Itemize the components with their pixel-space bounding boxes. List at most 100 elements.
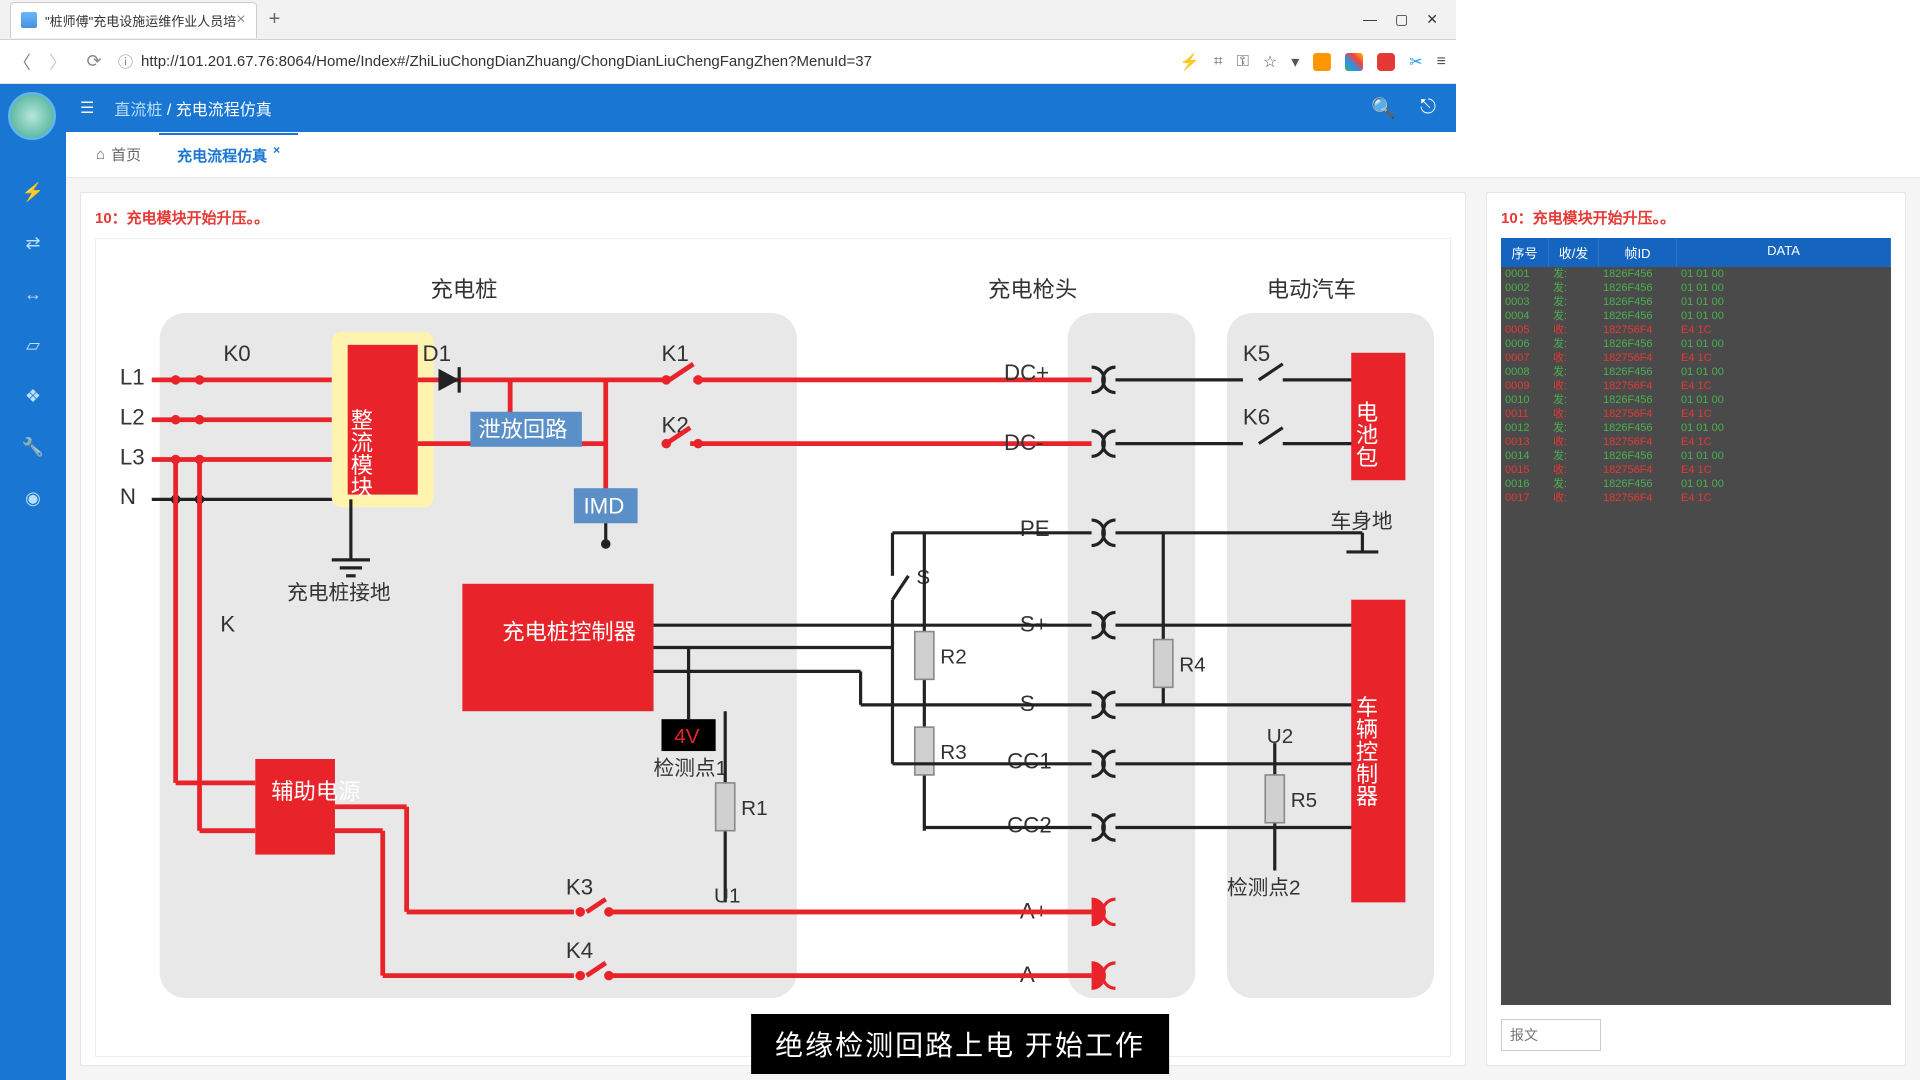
svg-text:L3: L3 (120, 444, 145, 469)
data-row: 0009收:182756F4E4 1C (1501, 379, 1891, 393)
nav-cubes-icon[interactable]: ❖ (25, 386, 41, 407)
tab-home[interactable]: ⌂ 首页 (78, 134, 159, 175)
diagram-panel: 10：充电模块开始升压。。 充电桩 充电枪头 电动汽车 L1 L2 L3 N (80, 192, 1466, 1066)
data-row: 0001发:1826F45601 01 00 (1501, 267, 1891, 281)
data-panel: 10：充电模块开始升压。。 序号 收/发 帧ID DATA 0001发:1826… (1486, 192, 1906, 1066)
svg-text:U1: U1 (714, 884, 740, 907)
nav-arrow-icon[interactable]: ↔ (24, 284, 42, 305)
svg-text:R3: R3 (940, 741, 966, 764)
site-info-icon[interactable]: ⓘ (118, 51, 133, 72)
data-table-header: 序号 收/发 帧ID DATA (1501, 238, 1891, 267)
svg-text:K0: K0 (223, 341, 250, 366)
browser-tab-strip: "桩师傅"充电设施运维作业人员培 × + — ▢ ✕ (0, 0, 1456, 40)
nav-bolt-icon[interactable]: ⚡ (22, 182, 44, 203)
svg-text:充电桩接地: 充电桩接地 (287, 582, 390, 605)
side-nav: ⚡ ⇄ ↔ ▱ ❖ 🔧 ◉ (0, 132, 66, 1080)
data-row: 0012发:1826F45601 01 00 (1501, 421, 1891, 435)
svg-text:4V: 4V (674, 725, 700, 748)
svg-text:K3: K3 (566, 874, 593, 899)
svg-text:充电桩控制器: 充电桩控制器 (502, 620, 636, 645)
url-text: http://101.201.67.76:8064/Home/Index#/Zh… (141, 53, 872, 70)
subtitle-caption: 绝缘检测回路上电 开始工作 (751, 1014, 1169, 1074)
sidebar-toggle-icon[interactable]: ☰ (80, 98, 94, 118)
close-icon[interactable]: × (236, 11, 245, 29)
reload-button[interactable]: ⟳ (82, 51, 106, 72)
home-icon: ⌂ (96, 146, 105, 163)
svg-text:CC1: CC1 (1007, 749, 1052, 774)
svg-text:K: K (220, 612, 235, 637)
svg-text:泄放回路: 泄放回路 (478, 417, 567, 442)
svg-text:检测点2: 检测点2 (1227, 876, 1301, 899)
svg-text:DC+: DC+ (1004, 360, 1049, 385)
maximize-icon[interactable]: ▢ (1395, 11, 1408, 28)
tab-title: "桩师傅"充电设施运维作业人员培 (45, 11, 236, 30)
url-field[interactable]: ⓘ http://101.201.67.76:8064/Home/Index#/… (118, 51, 1168, 72)
main-area: ⌂ 首页 充电流程仿真 × 10：充电模块开始升压。。 充电桩 充电枪头 电动汽… (66, 132, 1920, 1080)
svg-text:K5: K5 (1243, 341, 1270, 366)
nav-dashboard-icon[interactable]: ◉ (25, 488, 41, 509)
nav-wrench-icon[interactable]: 🔧 (22, 437, 44, 458)
data-row: 0005收:182756F4E4 1C (1501, 323, 1891, 337)
svg-text:电动汽车: 电动汽车 (1267, 277, 1356, 302)
svg-text:U2: U2 (1267, 725, 1293, 748)
svg-text:DC-: DC- (1004, 430, 1044, 455)
menu-icon[interactable]: ≡ (1437, 53, 1446, 71)
ext-pdf-icon[interactable] (1377, 53, 1395, 71)
ext-scissors-icon[interactable]: ✂ (1409, 52, 1422, 72)
chevron-down-icon[interactable]: ▾ (1291, 52, 1299, 72)
crumb-root[interactable]: 直流桩 (114, 102, 162, 119)
nav-road-icon[interactable]: ▱ (26, 335, 40, 356)
qr-icon[interactable]: ⌗ (1214, 53, 1223, 71)
data-row: 0002发:1826F45601 01 00 (1501, 281, 1891, 295)
message-input[interactable] (1501, 1019, 1601, 1051)
data-row: 0015收:182756F4E4 1C (1501, 463, 1891, 477)
svg-text:R5: R5 (1291, 789, 1317, 812)
message-input-area (1501, 1019, 1891, 1051)
step-title-left: 10：充电模块开始升压。。 (95, 207, 1451, 228)
data-row: 0006发:1826F45601 01 00 (1501, 337, 1891, 351)
data-row: 0007收:182756F4E4 1C (1501, 351, 1891, 365)
svg-text:整流模块: 整流模块 (348, 408, 373, 498)
svg-text:车身地: 车身地 (1331, 510, 1393, 533)
crumb-current: 充电流程仿真 (176, 102, 272, 119)
browser-tab[interactable]: "桩师傅"充电设施运维作业人员培 × (10, 2, 257, 38)
svg-text:R4: R4 (1179, 653, 1205, 676)
svg-text:R1: R1 (741, 797, 767, 820)
data-table-body[interactable]: 0001发:1826F45601 01 000002发:1826F45601 0… (1501, 267, 1891, 1005)
svg-text:检测点1: 检测点1 (654, 757, 728, 780)
search-icon[interactable]: 🔍 (1371, 96, 1396, 121)
nav-exchange-icon[interactable]: ⇄ (25, 233, 40, 254)
svg-text:车辆控制器: 车辆控制器 (1353, 695, 1378, 807)
svg-text:IMD: IMD (583, 494, 624, 519)
app-logo[interactable] (8, 92, 56, 140)
new-tab-button[interactable]: + (269, 8, 281, 31)
star-icon[interactable]: ☆ (1263, 52, 1277, 72)
svg-text:充电枪头: 充电枪头 (988, 277, 1077, 302)
svg-text:电池包: 电池包 (1353, 400, 1378, 467)
svg-text:充电桩: 充电桩 (431, 277, 498, 302)
page-tabs: ⌂ 首页 充电流程仿真 × (66, 132, 1920, 178)
tab-simulation[interactable]: 充电流程仿真 × (159, 133, 298, 176)
svg-text:辅助电源: 辅助电源 (271, 779, 360, 804)
svg-text:D1: D1 (423, 341, 452, 366)
ext-grid-icon[interactable] (1345, 53, 1363, 71)
data-row: 0013收:182756F4E4 1C (1501, 435, 1891, 449)
flash-icon[interactable]: ⚡ (1180, 52, 1200, 72)
breadcrumb: 直流桩 / 充电流程仿真 (114, 96, 271, 120)
ext-translate-icon[interactable] (1313, 53, 1331, 71)
data-row: 0016发:1826F45601 01 00 (1501, 477, 1891, 491)
close-window-icon[interactable]: ✕ (1426, 11, 1438, 28)
tab-close-icon[interactable]: × (273, 143, 280, 157)
svg-text:N: N (120, 484, 136, 509)
svg-text:L2: L2 (120, 404, 145, 429)
minimize-icon[interactable]: — (1363, 11, 1377, 28)
logout-icon[interactable]: ⎋ (1420, 96, 1436, 121)
data-row: 0011收:182756F4E4 1C (1501, 407, 1891, 421)
back-button[interactable]: 〈 (10, 49, 34, 75)
data-row: 0010发:1826F45601 01 00 (1501, 393, 1891, 407)
app-header: ☰ 直流桩 / 充电流程仿真 🔍 ⎋ (0, 84, 1456, 132)
forward-button[interactable]: 〉 (46, 49, 70, 75)
svg-text:K4: K4 (566, 938, 593, 963)
window-controls: — ▢ ✕ (1363, 11, 1456, 28)
key-icon[interactable]: ⚿ (1237, 53, 1249, 71)
